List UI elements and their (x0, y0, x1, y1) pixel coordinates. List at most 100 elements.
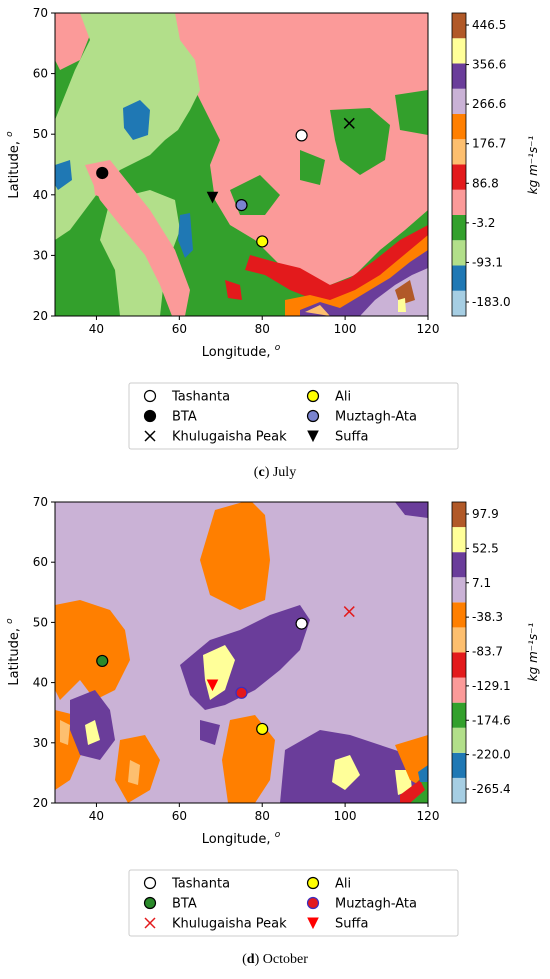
legend-label: Suffa (335, 917, 368, 932)
colorbar-segment (452, 577, 466, 603)
panel-july: 40 60 80 100 120 20 30 40 50 60 70 Longitude, o La… (5, 6, 540, 450)
colorbar-segment (452, 114, 466, 140)
station-marker-khulugaisha-peak (343, 606, 355, 618)
legend-july: Tashanta BTA Khulugaisha Peak Ali Muztagh-At… (143, 389, 417, 445)
legend-marker-bta (143, 409, 157, 423)
colorbar-segment (452, 602, 466, 628)
y-axis-label-july: Latitude, o (5, 131, 22, 199)
colorbar-segment (452, 13, 466, 39)
colorbar-segment (452, 702, 466, 728)
legend-box-october (128, 869, 459, 937)
legend-label: Muztagh-Ata (335, 897, 417, 912)
legend-label: Tashanta (171, 390, 230, 405)
colorbar-tick-label: -3.2 (472, 216, 495, 230)
y-tick-label: 40 (33, 188, 48, 202)
colorbar-tick-label: 52.5 (472, 541, 499, 555)
colorbar-october: 97.9 52.5 7.1 -38.3 -83.7 -129.1 -174.6 -220.0 -… (451, 501, 511, 804)
colorbar-tick-label: -83.7 (472, 645, 503, 659)
legend-marker-ali (306, 876, 320, 890)
y-tick-label: 40 (33, 676, 48, 690)
station-marker-muztagh-ata (235, 686, 248, 699)
station-marker-suffa (206, 191, 219, 204)
x-tick-label: 40 (89, 322, 104, 336)
y-tick-label: 30 (33, 736, 48, 750)
colorbar-segment (452, 38, 466, 64)
colorbar-segment (452, 240, 466, 266)
colorbar-tick-label: 86.8 (472, 176, 499, 190)
y-tick-label: 20 (33, 309, 48, 323)
colorbar-segment (452, 215, 466, 241)
y-tick-label: 50 (33, 127, 48, 141)
contour-field-july (55, 13, 428, 316)
colorbar-frame (451, 12, 467, 317)
colorbar-segment (452, 265, 466, 291)
colorbar-tick-label: -129.1 (472, 679, 511, 693)
colorbar-segment (452, 552, 466, 578)
colorbar-segment (452, 677, 466, 703)
y-tick-label: 60 (33, 555, 48, 569)
legend-marker-muztagh-ata (306, 896, 320, 910)
x-tick-label: 80 (255, 322, 270, 336)
y-tick-label: 70 (33, 6, 48, 20)
colorbar-segment (452, 189, 466, 215)
colorbar-tick-label: 7.1 (472, 576, 491, 590)
colorbar-july: 446.5 356.6 266.6 176.7 86.8 -3.2 -93.1 -183.0 (451, 12, 511, 317)
legend-label: Tashanta (171, 877, 230, 892)
station-marker-ali (256, 235, 269, 248)
y-tick-label: 60 (33, 67, 48, 81)
y-tick-label: 30 (33, 248, 48, 262)
colorbar-segment (452, 502, 466, 528)
legend-label: Khulugaisha Peak (172, 917, 287, 932)
x-tick-label: 40 (89, 809, 104, 823)
stations-july (96, 117, 355, 248)
colorbar-segment (452, 527, 466, 553)
legend-marker-suffa (307, 430, 319, 443)
colorbar-tick-label: 266.6 (472, 97, 506, 111)
colorbar-segment (452, 777, 466, 803)
colorbar-segment (452, 290, 466, 316)
colorbar-segment (452, 752, 466, 778)
x-tick-label: 120 (417, 322, 440, 336)
station-marker-ali (256, 722, 269, 736)
y-tick-label: 20 (33, 796, 48, 810)
y-axis-label-october: Latitude, o (5, 618, 22, 686)
plot-frame-october (54, 501, 429, 804)
colorbar-segment (452, 88, 466, 114)
x-tick-label: 60 (172, 809, 187, 823)
x-tick-label: 80 (255, 809, 270, 823)
colorbar-tick-label: -265.4 (472, 782, 511, 796)
station-marker-muztagh-ata (235, 199, 248, 212)
legend-marker-muztagh-ata (306, 409, 320, 423)
colorbar-tick-label: 356.6 (472, 58, 506, 72)
station-marker-bta (96, 166, 109, 180)
colorbar-segment (452, 727, 466, 753)
station-marker-bta (96, 654, 109, 668)
x-tick-label: 60 (172, 322, 187, 336)
legend-label: BTA (172, 897, 197, 912)
stations-october (96, 606, 355, 736)
axes-october: 40 60 80 100 120 20 30 40 50 60 70 (33, 495, 440, 823)
legend-label: Khulugaisha Peak (172, 430, 287, 445)
legend-october: Tashanta BTA Khulugaisha Peak Ali Muztagh-At… (143, 876, 417, 932)
legend-label: Ali (335, 390, 351, 405)
legend-label: BTA (172, 410, 197, 425)
colorbar-tick-label: -220.0 (472, 748, 511, 762)
x-tick-label: 100 (334, 809, 357, 823)
colorbar-segment (452, 63, 466, 89)
caption-october: (d) October (242, 952, 308, 967)
station-marker-tashanta (295, 129, 308, 142)
colorbar-tick-label: -174.6 (472, 713, 511, 727)
caption-july: (c) July (253, 465, 297, 480)
legend-label: Ali (335, 877, 351, 892)
legend-marker-bta (143, 896, 157, 910)
colorbar-frame (451, 501, 467, 804)
colorbar-tick-label: 446.5 (472, 18, 506, 32)
station-marker-tashanta (295, 617, 308, 630)
legend-marker-tashanta (143, 389, 157, 403)
legend-label: Suffa (335, 430, 368, 445)
colorbar-tick-label: 97.9 (472, 507, 499, 521)
colorbar-tick-label: 176.7 (472, 137, 506, 151)
x-tick-label: 120 (417, 809, 440, 823)
panel-october: 40 60 80 100 120 20 30 40 50 60 70 Longitude, o La… (5, 495, 540, 937)
